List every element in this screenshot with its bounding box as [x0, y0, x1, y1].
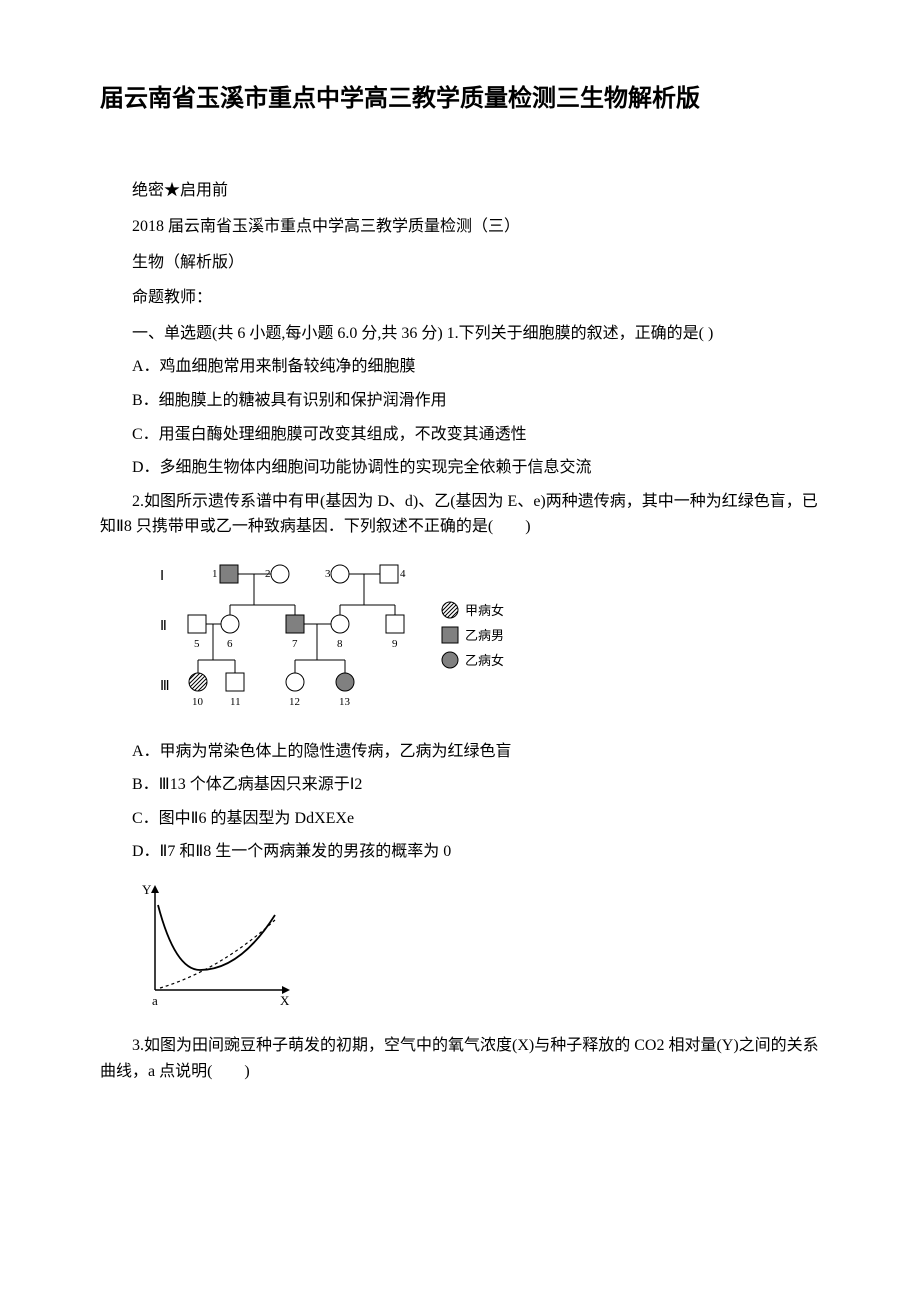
q1-option-a: A．鸡血细胞常用来制备较纯净的细胞膜: [100, 354, 820, 380]
row-label-3: Ⅲ: [160, 679, 170, 694]
svg-text:乙病女: 乙病女: [465, 653, 504, 668]
section-header-q1: 一、单选题(共 6 小题,每小题 6.0 分,共 36 分) 1.下列关于细胞膜…: [100, 321, 820, 347]
svg-text:13: 13: [339, 696, 351, 708]
q2-text: 2.如图所示遗传系谱中有甲(基因为 D、d)、乙(基因为 E、e)两种遗传病，其…: [100, 489, 820, 540]
svg-text:甲病女: 甲病女: [465, 603, 504, 618]
svg-text:8: 8: [337, 638, 343, 650]
svg-text:10: 10: [192, 696, 204, 708]
y-axis-label: Y: [142, 882, 152, 897]
q2-option-b: B．Ⅲ13 个体乙病基因只来源于Ⅰ2: [100, 772, 820, 798]
svg-text:6: 6: [227, 638, 233, 650]
q2-option-d: D．Ⅱ7 和Ⅱ8 生一个两病兼发的男孩的概率为 0: [100, 839, 820, 865]
q2-option-a: A．甲病为常染色体上的隐性遗传病，乙病为红绿色盲: [100, 739, 820, 765]
svg-text:11: 11: [230, 696, 241, 708]
teacher-line: 命题教师：: [100, 285, 820, 311]
svg-text:乙病男: 乙病男: [465, 628, 504, 643]
page-title: 届云南省玉溪市重点中学高三教学质量检测三生物解析版: [100, 80, 820, 118]
q2-option-c: C．图中Ⅱ6 的基因型为 DdXEXe: [100, 806, 820, 832]
q1-option-c: C．用蛋白酶处理细胞膜可改变其组成，不改变其通透性: [100, 422, 820, 448]
svg-text:7: 7: [292, 638, 298, 650]
subject-line: 生物（解析版）: [100, 250, 820, 276]
svg-text:1: 1: [212, 568, 218, 580]
svg-text:12: 12: [289, 696, 300, 708]
svg-text:3: 3: [325, 568, 331, 580]
q1-option-b: B．细胞膜上的糖被具有识别和保护润滑作用: [100, 388, 820, 414]
svg-text:4: 4: [400, 568, 406, 580]
exam-header: 2018 届云南省玉溪市重点中学高三教学质量检测（三）: [100, 214, 820, 240]
svg-text:5: 5: [194, 638, 200, 650]
q1-option-d: D．多细胞生物体内细胞间功能协调性的实现完全依赖于信息交流: [100, 455, 820, 481]
point-a-label: a: [152, 993, 158, 1008]
pedigree-chart: Ⅰ Ⅱ Ⅲ 1 2 3 4 5 6: [150, 555, 820, 724]
q3-text: 3.如图为田间豌豆种子萌发的初期，空气中的氧气浓度(X)与种子释放的 CO2 相…: [100, 1033, 820, 1084]
svg-text:9: 9: [392, 638, 398, 650]
row-label-2: Ⅱ: [160, 619, 167, 634]
curve-chart: Y X a: [130, 880, 820, 1019]
confidential-line: 绝密★启用前: [100, 178, 820, 204]
x-axis-label: X: [280, 993, 290, 1008]
row-label-1: Ⅰ: [160, 569, 164, 584]
